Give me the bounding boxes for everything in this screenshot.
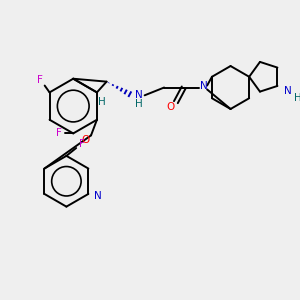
Text: H: H xyxy=(294,93,300,103)
Text: F: F xyxy=(56,128,62,138)
Text: N: N xyxy=(284,86,292,96)
Text: F: F xyxy=(37,75,43,85)
Text: H: H xyxy=(98,97,106,107)
Text: H: H xyxy=(135,99,143,109)
Text: O: O xyxy=(167,102,175,112)
Text: F: F xyxy=(79,139,85,149)
Text: N: N xyxy=(135,90,143,100)
Text: N: N xyxy=(94,191,102,201)
Text: O: O xyxy=(81,135,89,145)
Text: N: N xyxy=(200,81,208,91)
